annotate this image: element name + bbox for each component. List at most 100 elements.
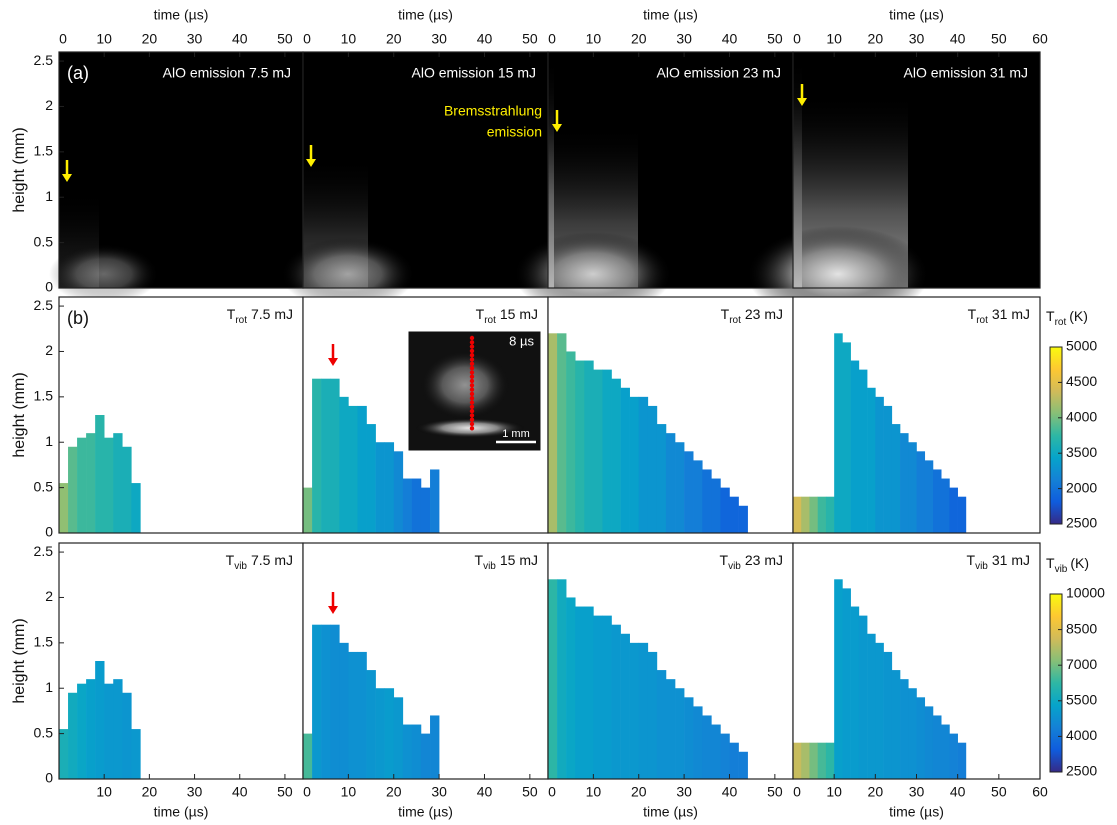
temperature-column [312,378,322,533]
colorbar [1049,346,1063,525]
temperature-column [656,670,667,779]
y-tick-label: 0.5 [34,478,54,494]
temperature-column [122,692,132,779]
temperature-column [720,733,730,779]
temperature-column [711,724,721,779]
arrow-head [552,124,562,132]
title-subscript: rot [729,315,741,326]
annotation: Bremsstrahlung [444,103,542,119]
temperature-column [348,651,358,779]
x-tick-label: 20 [631,784,647,800]
inset-plume [420,350,510,420]
temperature-column [602,615,612,779]
temperature-column [611,624,621,779]
temperature-column [675,688,685,779]
temperature-column [825,496,835,533]
temperature-column [77,683,87,779]
temperature-column [949,733,958,779]
temperature-column [842,342,851,533]
colorbar [1049,593,1063,773]
colorbar-tick-label: 2500 [1066,515,1097,531]
panel: AlO emission 7.5 mJ [49,52,303,304]
panel: Tvib 31 mJ [793,543,1040,779]
temperature-column [303,487,313,533]
temperature-column [411,478,422,533]
y-tick-label: 0 [45,279,53,295]
temperature-column [303,733,313,779]
probe-point [469,365,475,371]
title-symbol: T [475,552,484,568]
x-tick-label: 10 [826,784,842,800]
temperature-column [566,597,576,779]
probe-point [469,421,475,427]
panel: Tvib 23 mJ [548,543,793,779]
temperature-column [430,469,440,533]
temperature-column [620,387,630,533]
title-subscript: rot [976,315,988,326]
temperature-column [793,496,802,533]
temperature-column [420,733,431,779]
x-tick-label: 10 [96,784,112,800]
y-tick-label: 1 [45,433,53,449]
temperature-column [321,378,331,533]
probe-point [469,408,475,414]
temperature-column [420,487,431,533]
temperature-column [850,360,860,533]
probe-point [469,378,475,384]
panel: Trot 23 mJ [548,297,793,533]
colorbar-title: Tvib (K) [1046,555,1089,575]
temperature-column [402,478,413,533]
temperature-column [825,742,835,779]
temperature-column [584,360,594,533]
title-energy: 31 mJ [992,552,1030,568]
temperature-column [883,405,893,533]
panel-title: AlO emission 15 mJ [412,65,536,81]
x-tick-label: 0 [793,31,801,47]
x-tick-label: 0 [548,784,556,800]
x-tick-label: 40 [722,784,738,800]
temperature-column [941,478,950,533]
temperature-column [629,642,640,779]
temperature-column [113,679,123,779]
panel-title: Trot 23 mJ [721,306,783,326]
temperature-column [949,487,958,533]
temperature-column [900,679,909,779]
temperature-column [817,742,827,779]
y-tick-label: 0 [45,524,53,540]
x-tick-label: 20 [631,31,647,47]
temperature-column [593,615,603,779]
panel-title: AlO emission 23 mJ [657,65,781,81]
temperature-column [330,378,340,533]
temperature-column [702,469,712,533]
title-energy: 15 mJ [500,306,538,322]
emission-strip [793,57,802,288]
colorbar-tick-label: 4500 [1066,373,1097,389]
emission-glow [49,244,159,304]
panel-title: Trot 7.5 mJ [227,306,293,326]
y-tick-label: 2 [45,97,53,113]
probe-point [469,417,475,422]
temperature-column [384,688,395,779]
x-axis-label: time (µs) [398,7,453,23]
x-tick-label: 50 [767,784,783,800]
temperature-column [924,460,934,533]
x-tick-label: 0 [303,784,311,800]
temperature-column [321,624,331,779]
title-energy: 23 mJ [745,306,783,322]
y-axis-label: height (mm) [11,127,28,212]
temperature-column [357,651,367,779]
title-subscript: rot [484,315,496,326]
probe-point [469,353,475,358]
x-axis-label: time (µs) [889,7,944,23]
x-tick-label: 0 [303,31,311,47]
title-subscript: vib [728,561,741,572]
x-tick-label: 0 [548,31,556,47]
temperature-column [916,451,926,533]
x-tick-label: 40 [477,31,493,47]
y-tick-label: 0.5 [34,724,54,740]
scale-label: 1 mm [502,428,530,440]
temperature-column [647,651,658,779]
x-tick-label: 20 [868,31,884,47]
title-subscript: rot [235,315,247,326]
colorbar-tick-label: 7000 [1066,656,1097,672]
